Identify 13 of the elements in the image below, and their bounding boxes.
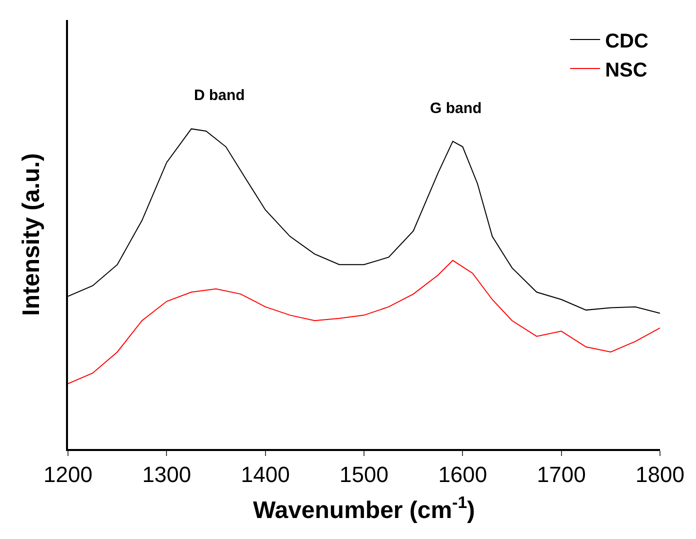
x-tick-label: 1600 (438, 462, 488, 488)
legend-label: NSC (605, 59, 648, 82)
legend-label: CDC (605, 30, 648, 52)
x-tick-label: 1500 (340, 462, 388, 488)
y-axis-title: Intensity (a.u.) (18, 153, 45, 316)
x-tick-label: 1400 (240, 462, 290, 488)
x-tick-label: 1700 (536, 462, 586, 488)
x-axis-title: Wavenumber (cm$^{-1}$) (252, 492, 476, 524)
x-tick-label: 1800 (636, 462, 684, 488)
text: G band (430, 100, 482, 117)
x-tick-label: 1200 (44, 462, 92, 488)
x-tick-label: 1300 (142, 462, 192, 488)
text: D band (194, 87, 245, 104)
